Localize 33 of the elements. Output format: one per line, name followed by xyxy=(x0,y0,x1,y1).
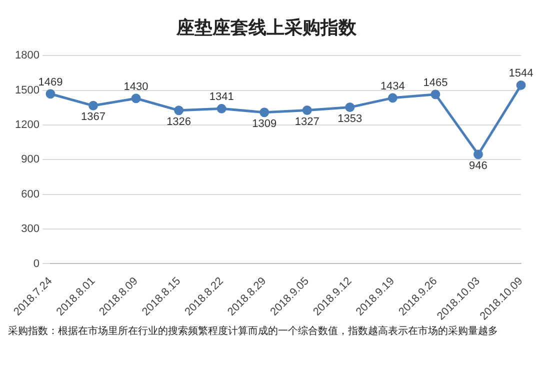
data-label: 1465 xyxy=(423,76,448,89)
point xyxy=(473,150,483,160)
y-tick-label: 1500 xyxy=(14,84,40,96)
data-label: 1434 xyxy=(380,80,405,92)
point xyxy=(131,94,141,104)
point xyxy=(430,90,440,100)
data-label: 946 xyxy=(469,160,488,172)
data-label: 1326 xyxy=(166,116,192,128)
point xyxy=(216,104,226,114)
y-tick-label: 0 xyxy=(33,258,40,270)
point xyxy=(174,106,184,116)
point xyxy=(260,108,270,118)
point xyxy=(388,93,398,103)
data-label: 1367 xyxy=(81,111,106,124)
y-tick-label: 600 xyxy=(21,188,40,200)
data-label: 1309 xyxy=(252,118,277,130)
data-label: 1430 xyxy=(124,80,148,93)
text: 采购指数：根据在市场里所在行业的搜索频繁程度计算而成的一个综合数值，指数越高表示在市场的采购量越多 xyxy=(8,326,499,338)
y-tick-label: 900 xyxy=(21,154,40,166)
data-label: 1469 xyxy=(38,76,63,88)
point xyxy=(516,80,526,90)
y-tick-label: 300 xyxy=(21,223,40,236)
data-label: 1353 xyxy=(338,112,362,125)
data-label: 1544 xyxy=(508,68,534,80)
point xyxy=(88,100,98,110)
point xyxy=(46,89,56,99)
y-tick-label: 1200 xyxy=(14,119,40,132)
chart-title: 座垫座套线上采购指数 xyxy=(176,17,358,38)
point xyxy=(345,102,355,112)
y-tick-label: 1800 xyxy=(14,50,40,62)
point xyxy=(302,106,312,116)
data-label: 1341 xyxy=(209,91,234,104)
data-label: 1327 xyxy=(294,116,320,128)
